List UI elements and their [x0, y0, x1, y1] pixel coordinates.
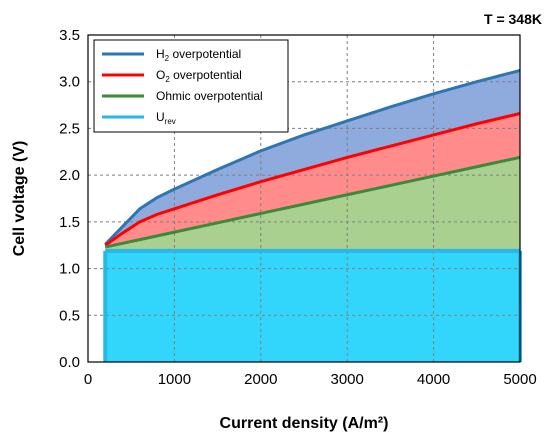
urev-band-fill — [105, 250, 520, 362]
y-tick-label: 2.5 — [59, 120, 80, 137]
temperature-annotation: T = 348K — [484, 11, 542, 27]
x-tick-label: 4000 — [417, 371, 450, 388]
y-tick-label: 2.0 — [59, 167, 80, 184]
x-tick-label: 3000 — [331, 371, 364, 388]
x-tick-label: 0 — [84, 371, 92, 388]
x-axis-title: Current density (A/m²) — [220, 415, 389, 432]
o2-overpotential-line — [104, 112, 521, 247]
ohmic-overpotential-line — [104, 155, 521, 249]
y-tick-label: 1.0 — [59, 261, 80, 278]
h2-band-fill — [105, 70, 520, 246]
y-tick-label: 1.5 — [59, 214, 80, 231]
y-tick-label: 3.5 — [59, 27, 80, 44]
y-tick-label: 0.5 — [59, 307, 80, 324]
y-tick-label: 0.0 — [59, 354, 80, 371]
legend-item-o2-label: O2 overpotential — [156, 68, 242, 84]
x-tick-label: 1000 — [158, 371, 191, 388]
x-axis-ticks: 0 1000 2000 3000 4000 5000 — [84, 371, 537, 388]
y-tick-label: 3.0 — [59, 74, 80, 91]
h2-overpotential-line — [104, 69, 521, 246]
plot-frame — [87, 34, 521, 363]
y-axis-title: Cell voltage (V) — [11, 141, 28, 257]
legend-item-urev-label: Urev — [156, 110, 176, 126]
legend-item-h2-label: H2 overpotential — [156, 47, 241, 63]
legend: H2 overpotential O2 overpotential Ohmic ov… — [93, 39, 289, 133]
o2-band-fill — [105, 113, 520, 248]
legend-item-ohmic-label: Ohmic overpotential — [156, 89, 263, 103]
x-tick-label: 5000 — [503, 371, 536, 388]
y-axis-ticks: 0.0 0.5 1.0 1.5 2.0 2.5 3.0 3.5 — [59, 27, 80, 371]
x-tick-label: 2000 — [244, 371, 277, 388]
